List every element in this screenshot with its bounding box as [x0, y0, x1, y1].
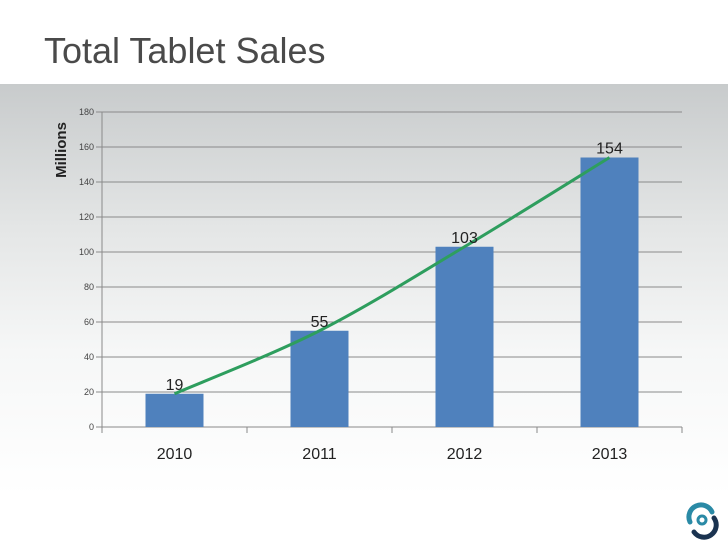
- data-label-2010: 19: [166, 377, 184, 394]
- y-tick-label: 60: [84, 317, 94, 327]
- y-axis-ticks: 0 20 40 60 80 100 120 140 160 180: [79, 107, 94, 432]
- data-label-2012: 103: [451, 230, 478, 247]
- y-axis-label: Millions: [53, 122, 70, 178]
- x-tick-label-2011: 2011: [302, 446, 337, 463]
- bar-2012: [435, 246, 494, 427]
- bar-2011: [290, 330, 349, 427]
- x-axis-ticks: 2010 2011 2012 2013: [157, 446, 628, 463]
- bars: [145, 157, 639, 427]
- y-tick-label: 160: [79, 142, 94, 152]
- x-tick-label-2012: 2012: [447, 446, 483, 463]
- y-tick-label: 20: [84, 387, 94, 397]
- trendline-path: [173, 156, 611, 396]
- y-tick-label: 80: [84, 282, 94, 292]
- data-label-2011: 55: [311, 314, 329, 331]
- bar-2013: [580, 157, 639, 427]
- x-tick-label-2010: 2010: [157, 446, 193, 463]
- data-labels: 19 55 103 154: [166, 141, 623, 394]
- y-tick-label: 0: [89, 422, 94, 432]
- bar-2010: [145, 393, 204, 427]
- circular-arrows-logo-icon: [686, 502, 719, 540]
- trendline: [173, 156, 611, 396]
- data-label-2013: 154: [596, 141, 623, 158]
- y-tick-label: 40: [84, 352, 94, 362]
- y-tick-label: 140: [79, 177, 94, 187]
- y-tick-label: 180: [79, 107, 94, 117]
- y-tick-label: 100: [79, 247, 94, 257]
- chart-title: Total Tablet Sales: [44, 30, 326, 71]
- y-tick-label: 120: [79, 212, 94, 222]
- x-tick-label-2013: 2013: [592, 446, 628, 463]
